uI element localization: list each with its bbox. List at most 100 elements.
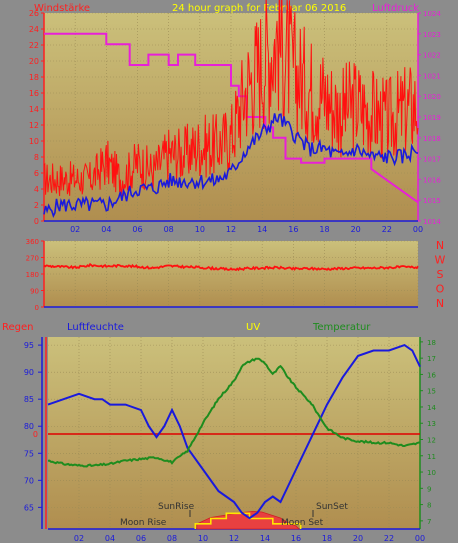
- rain-axis-title: Regen: [2, 322, 34, 333]
- sunrise-label: SunRise: [158, 502, 195, 512]
- wind-x-tick-label: 02: [70, 225, 80, 234]
- humidity-tick-label: 65: [24, 503, 34, 512]
- temperature-tick-label: 9: [427, 485, 431, 493]
- uv-series: [194, 512, 302, 529]
- direction-letter-s: S: [437, 268, 444, 281]
- rain-tick-label: 0: [33, 430, 38, 439]
- temperature-tick-label: 15: [427, 388, 436, 396]
- sunset-label: SunSet: [316, 502, 348, 512]
- wind-tick-label: 4: [34, 185, 39, 194]
- wind-tick-label: 12: [29, 121, 39, 130]
- pressure-tick-label: 1022: [423, 52, 441, 60]
- temperature-tick-label: 14: [427, 404, 436, 412]
- wind-x-tick-label: 20: [351, 225, 361, 234]
- wind-tick-label: 8: [34, 153, 39, 162]
- temperature-tick-label: 17: [427, 355, 436, 363]
- wind-x-tick-label: 16: [288, 225, 298, 234]
- pressure-tick-label: 1024: [423, 10, 441, 18]
- humidity-x-tick-label: 08: [167, 534, 177, 543]
- temperature-tick-label: 10: [427, 469, 436, 477]
- pressure-axis-title: Luftdruck: [372, 3, 419, 14]
- wind-x-tick-label: 08: [164, 225, 174, 234]
- humidity-x-tick-label: 16: [291, 534, 301, 543]
- humidity-x-tick-label: 18: [322, 534, 332, 543]
- pressure-tick-label: 1014: [423, 218, 441, 226]
- humidity-series: [47, 343, 421, 520]
- wind-tick-label: 26: [29, 9, 39, 18]
- direction-tick-label: 180: [26, 271, 39, 279]
- direction-series: [43, 262, 419, 272]
- pressure-tick-label: 1015: [423, 197, 441, 205]
- direction-letter-n: N: [436, 239, 444, 252]
- wind-tick-label: 6: [34, 169, 39, 178]
- humidity-x-tick-label: 12: [229, 534, 239, 543]
- moonrise-label: Moon Rise: [120, 518, 167, 528]
- direction-tick-label: 90: [30, 288, 39, 296]
- wind-tick-label: 10: [29, 137, 39, 146]
- wind-x-tick-label: 22: [382, 225, 392, 234]
- wind-x-tick-label: 10: [195, 225, 205, 234]
- humidity-x-tick-label: 14: [260, 534, 270, 543]
- humidity-x-tick-label: 02: [74, 534, 84, 543]
- humidity-x-tick-label: 10: [198, 534, 208, 543]
- wind-tick-label: 24: [29, 25, 39, 34]
- wind-gust-series: [43, 0, 419, 197]
- wind-tick-label: 2: [34, 201, 39, 210]
- wind-tick-label: 18: [29, 73, 39, 82]
- wind-x-tick-label: 04: [101, 225, 111, 234]
- solar-area: [196, 511, 301, 530]
- pressure-tick-label: 1017: [423, 156, 441, 164]
- wind-x-tick-label: 00: [413, 225, 423, 234]
- temperature-tick-label: 12: [427, 437, 436, 445]
- wind-x-tick-label: 06: [132, 225, 142, 234]
- pressure-tick-label: 1018: [423, 135, 441, 143]
- pressure-tick-label: 1023: [423, 31, 441, 39]
- pressure-series: [44, 32, 419, 204]
- wind-x-tick-label: 12: [226, 225, 236, 234]
- wind-tick-label: 20: [29, 57, 39, 66]
- pressure-tick-label: 1016: [423, 176, 441, 184]
- moonset-label: Moon Set: [281, 518, 324, 528]
- wind-x-tick-label: 18: [319, 225, 329, 234]
- humidity-x-tick-label: 04: [105, 534, 115, 543]
- direction-letter-w: W: [435, 254, 446, 267]
- temperature-tick-label: 13: [427, 420, 436, 428]
- humidity-tick-label: 85: [24, 395, 34, 404]
- temperature-series: [47, 357, 421, 468]
- humidity-tick-label: 75: [24, 449, 34, 458]
- temperature-tick-label: 11: [427, 453, 436, 461]
- humidity-tick-label: 80: [24, 422, 34, 431]
- humidity-x-tick-label: 06: [136, 534, 146, 543]
- temperature-axis-title: Temperatur: [312, 322, 371, 333]
- temperature-tick-label: 7: [427, 518, 431, 526]
- wind-tick-label: 22: [29, 41, 39, 50]
- pressure-tick-label: 1020: [423, 93, 441, 101]
- wind-x-tick-label: 14: [257, 225, 267, 234]
- wind-average-series: [43, 113, 419, 219]
- direction-tick-label: 0: [35, 304, 39, 312]
- uv-axis-title: UV: [246, 322, 260, 333]
- temperature-tick-label: 16: [427, 371, 436, 379]
- direction-letter-n: N: [436, 297, 444, 310]
- temperature-tick-label: 8: [427, 502, 431, 510]
- humidity-x-tick-label: 20: [353, 534, 363, 543]
- humidity-tick-label: 95: [24, 341, 34, 350]
- wind-tick-label: 14: [29, 105, 39, 114]
- chart-title: 24 hour graph for Februar 06 2016: [172, 3, 346, 14]
- humidity-tick-label: 90: [24, 368, 34, 377]
- direction-tick-label: 270: [26, 255, 39, 263]
- humidity-x-tick-label: 00: [415, 534, 425, 543]
- direction-letter-o: O: [436, 283, 445, 296]
- humidity-axis-title: Luftfeuchte: [67, 322, 124, 333]
- pressure-tick-label: 1021: [423, 72, 441, 80]
- direction-tick-label: 360: [26, 238, 39, 246]
- wind-axis-title: Windstärke: [34, 3, 90, 14]
- temperature-tick-label: 18: [427, 339, 436, 347]
- wind-tick-label: 16: [29, 89, 39, 98]
- humidity-tick-label: 70: [24, 476, 34, 485]
- pressure-tick-label: 1019: [423, 114, 441, 122]
- wind-tick-label: 0: [34, 217, 39, 226]
- humidity-x-tick-label: 22: [384, 534, 394, 543]
